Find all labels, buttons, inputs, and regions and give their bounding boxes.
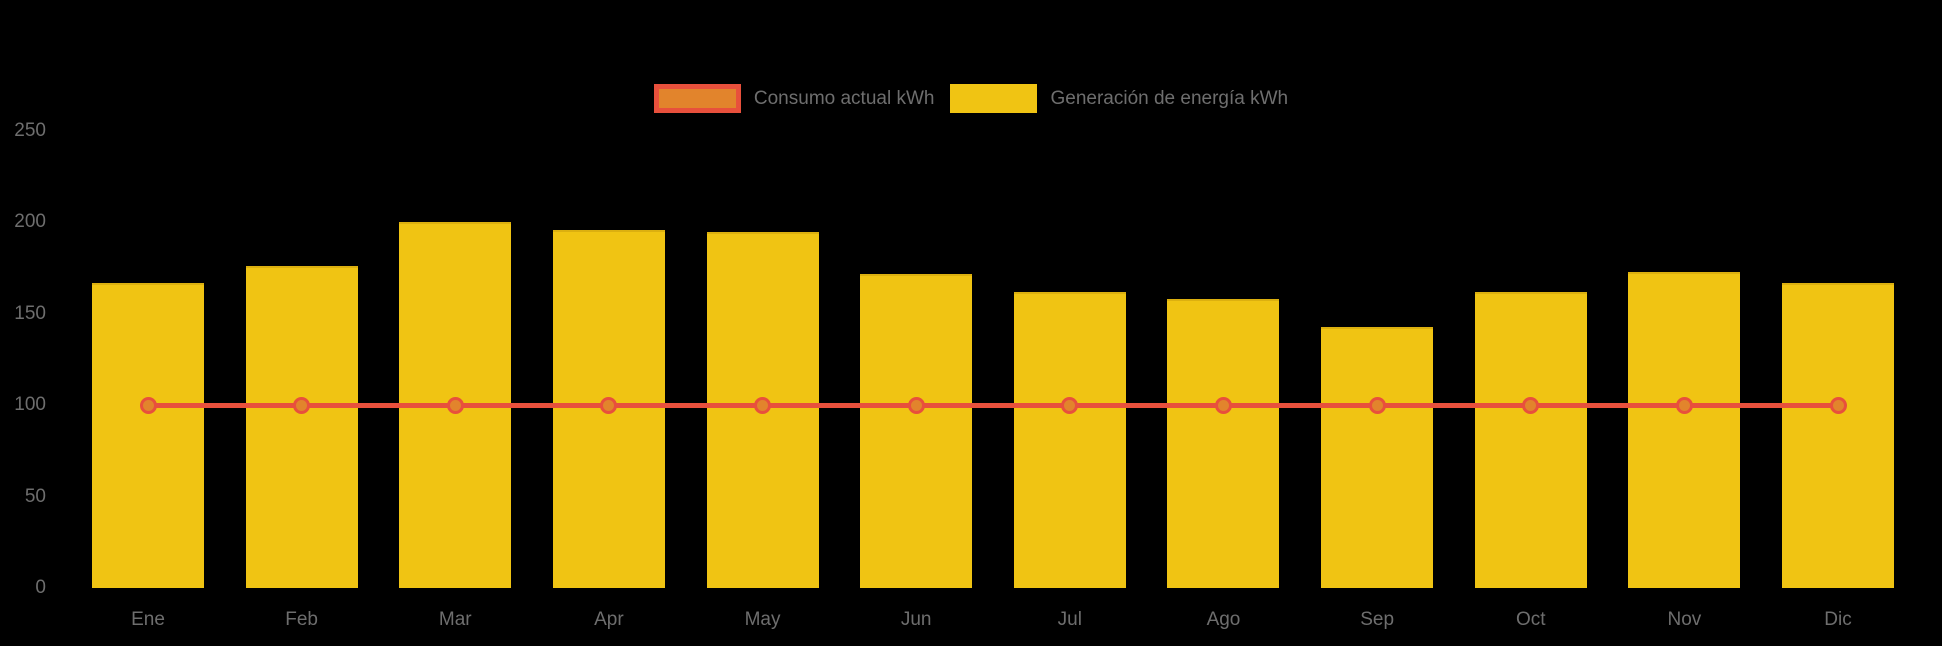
x-tick-label-feb: Feb — [285, 609, 318, 630]
x-tick-label-ene: Ene — [131, 609, 165, 630]
generacion-bar-oct[interactable] — [1474, 291, 1587, 588]
consumo-point-feb[interactable] — [293, 396, 311, 414]
consumo-point-mar[interactable] — [446, 396, 464, 414]
consumo-point-dic[interactable] — [1829, 396, 1847, 414]
generacion-bar-sep[interactable] — [1321, 326, 1434, 588]
generacion-bar-nov[interactable] — [1628, 271, 1741, 588]
x-tick-label-jul: Jul — [1057, 609, 1082, 630]
consumo-point-nov[interactable] — [1675, 396, 1693, 414]
x-tick-label-oct: Oct — [1515, 609, 1546, 630]
consumo-line — [148, 402, 1839, 408]
consumo-point-may[interactable] — [754, 396, 772, 414]
legend-item-generacion[interactable]: Generación de energía kWh — [950, 84, 1288, 113]
x-tick-label-jun: Jun — [900, 609, 932, 630]
y-tick-label: 0 — [35, 577, 46, 598]
generacion-bar-ago[interactable] — [1167, 299, 1280, 588]
consumo-point-sep[interactable] — [1368, 396, 1386, 414]
generacion-bar-dic[interactable] — [1782, 282, 1895, 588]
x-tick-label-dic: Dic — [1824, 609, 1852, 630]
x-tick-label-apr: Apr — [594, 609, 624, 630]
consumo-swatch-icon — [653, 84, 741, 113]
y-tick-label: 150 — [14, 302, 46, 324]
generacion-swatch-icon — [950, 84, 1038, 113]
x-tick-label-ago: Ago — [1206, 609, 1241, 630]
legend-label-generacion: Generación de energía kWh — [1050, 88, 1289, 109]
x-tick-label-mar: Mar — [438, 609, 472, 630]
y-tick-label: 250 — [14, 120, 46, 141]
consumo-point-jun[interactable] — [907, 396, 925, 414]
x-tick-label-nov: Nov — [1667, 609, 1702, 630]
x-tick-label-sep: Sep — [1360, 609, 1395, 630]
legend-label-consumo: Consumo actual kWh — [753, 88, 935, 109]
consumo-point-apr[interactable] — [600, 396, 618, 414]
generacion-bar-jul[interactable] — [1013, 291, 1126, 588]
consumo-point-oct[interactable] — [1522, 396, 1540, 414]
generacion-bar-jun[interactable] — [860, 273, 973, 588]
consumo-point-jul[interactable] — [1061, 396, 1079, 414]
consumo-point-ago[interactable] — [1214, 396, 1232, 414]
x-tick-label-may: May — [744, 609, 781, 630]
generacion-bar-feb[interactable] — [245, 266, 358, 588]
consumo-point-ene[interactable] — [139, 396, 157, 414]
generacion-bar-ene[interactable] — [92, 282, 204, 588]
legend-item-consumo[interactable]: Consumo actual kWh — [653, 84, 935, 113]
y-tick-label: 50 — [24, 485, 46, 507]
legend: Consumo actual kWh Generación de energía… — [0, 84, 1942, 113]
y-tick-label: 100 — [14, 394, 46, 416]
y-tick-label: 200 — [14, 211, 46, 233]
